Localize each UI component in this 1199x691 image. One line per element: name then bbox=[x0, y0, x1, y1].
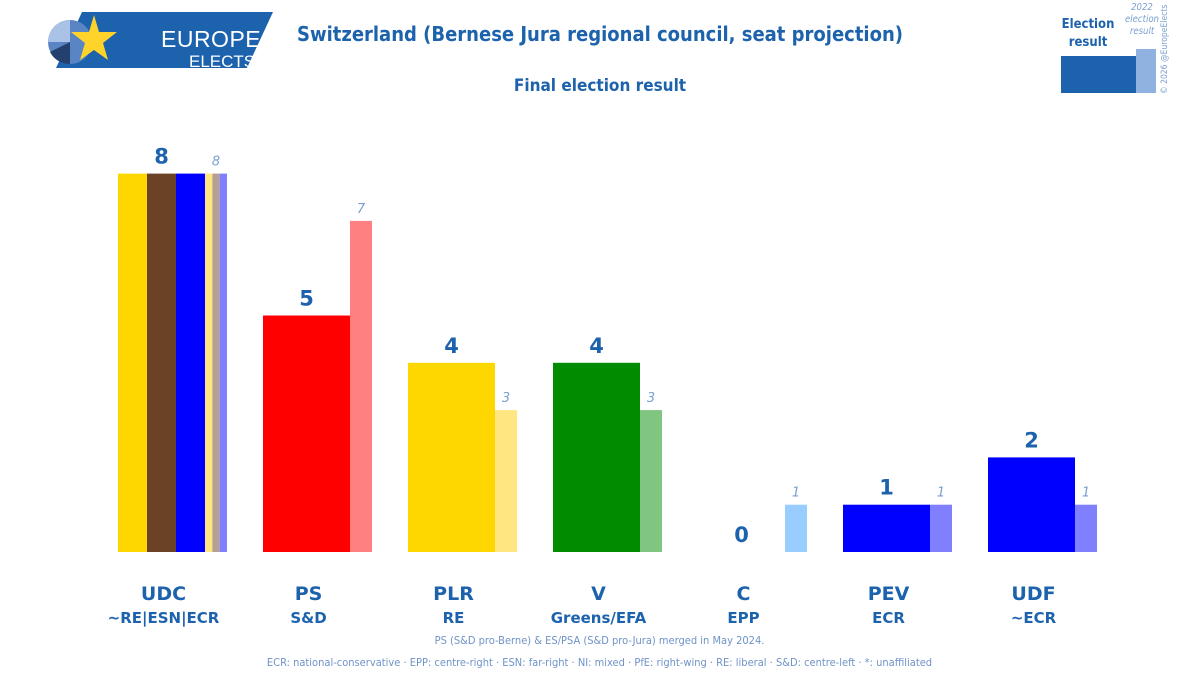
group-label-udc: ~RE|ESN|ECR bbox=[108, 609, 220, 628]
group-label-pev: ECR bbox=[872, 609, 905, 627]
logo-graphic bbox=[48, 12, 273, 68]
category-label-ps: PS bbox=[295, 583, 323, 605]
category-label-udf: UDF bbox=[1011, 583, 1055, 605]
value-label-current-ps: 5 bbox=[299, 287, 314, 311]
bar-previous-udf bbox=[1075, 504, 1097, 552]
legend-previous-swatch bbox=[1136, 49, 1156, 93]
value-label-previous-v: 3 bbox=[647, 391, 655, 406]
bar-current-ps bbox=[263, 315, 350, 552]
category-label-udc: UDC bbox=[141, 583, 186, 605]
chart-subtitle: Final election result bbox=[513, 76, 687, 96]
bar-previous-udc bbox=[205, 173, 213, 552]
value-label-current-c: 0 bbox=[734, 523, 749, 547]
value-label-current-v: 4 bbox=[589, 334, 604, 358]
category-label-c: C bbox=[737, 583, 751, 605]
footnote-merge: PS (S&D pro-Berne) & ES/PSA (S&D pro-Jur… bbox=[434, 634, 765, 647]
bar-previous-plr bbox=[495, 410, 517, 552]
bar-current-plr bbox=[408, 362, 495, 552]
bar-current-udc bbox=[176, 173, 205, 552]
value-label-previous-c: 1 bbox=[792, 486, 800, 501]
group-label-c: EPP bbox=[727, 609, 759, 627]
group-label-v: Greens/EFA bbox=[551, 609, 647, 627]
group-label-udf: ~ECR bbox=[1011, 609, 1057, 627]
bar-current-udf bbox=[988, 457, 1075, 552]
chart-title: Switzerland (Bernese Jura regional counc… bbox=[297, 22, 903, 46]
logo-text-line2: ELECTS bbox=[189, 52, 256, 71]
bar-current-pev bbox=[843, 504, 930, 552]
value-label-previous-ps: 7 bbox=[357, 202, 366, 217]
value-label-current-pev: 1 bbox=[879, 476, 894, 500]
bar-previous-udc bbox=[212, 173, 220, 552]
legend-key: Election result 2022 election result bbox=[1058, 2, 1168, 96]
bar-current-udc bbox=[118, 173, 147, 552]
bar-previous-v bbox=[640, 410, 662, 552]
group-label-plr: RE bbox=[443, 609, 465, 627]
value-label-current-plr: 4 bbox=[444, 334, 459, 358]
group-label-ps: S&D bbox=[290, 609, 326, 627]
bar-current-udc bbox=[147, 173, 176, 552]
legend-current-swatch bbox=[1061, 56, 1136, 93]
value-label-current-udf: 2 bbox=[1024, 428, 1039, 452]
value-label-previous-udc: 8 bbox=[212, 155, 220, 170]
value-label-previous-plr: 3 bbox=[502, 391, 510, 406]
value-label-previous-pev: 1 bbox=[937, 486, 945, 501]
category-label-v: V bbox=[591, 583, 606, 605]
legend-current-label: Election result bbox=[1061, 17, 1115, 50]
bar-previous-udc bbox=[219, 173, 227, 552]
bar-previous-pev bbox=[930, 504, 952, 552]
bar-previous-ps bbox=[350, 220, 372, 552]
category-label-pev: PEV bbox=[868, 583, 910, 605]
value-label-previous-udf: 1 bbox=[1082, 486, 1090, 501]
logo-text-line1: EUROPE bbox=[161, 26, 262, 52]
europe-elects-logo: EUROPE ELECTS bbox=[40, 12, 280, 71]
footnote-groups: ECR: national-conservative · EPP: centre… bbox=[266, 656, 933, 669]
category-label-plr: PLR bbox=[433, 583, 474, 605]
value-label-current-udc: 8 bbox=[154, 145, 169, 169]
legend-previous-label: 2022 election result bbox=[1125, 2, 1159, 37]
bar-current-v bbox=[553, 362, 640, 552]
bar-previous-c bbox=[785, 504, 807, 552]
